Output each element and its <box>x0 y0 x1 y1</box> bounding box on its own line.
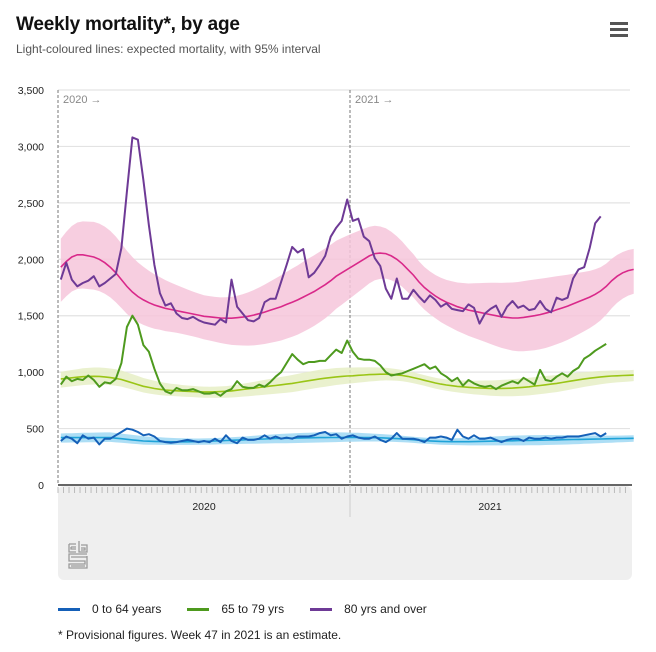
x-tick-label: 2020 <box>192 501 216 513</box>
expected-line <box>60 373 634 393</box>
legend-label: 65 to 79 yrs <box>221 602 285 616</box>
legend-swatch-80-plus <box>310 607 333 611</box>
confidence-band <box>60 221 634 352</box>
year-annotation: 2021 → <box>355 94 394 106</box>
menu-bar <box>610 28 628 31</box>
navigator-panel <box>58 486 632 580</box>
legend-item-80-plus[interactable]: 80 yrs and over <box>310 602 427 616</box>
series-line <box>60 427 607 446</box>
cbs-logo <box>68 541 88 569</box>
legend-swatch-0-64 <box>58 607 80 611</box>
legend-swatch-65-79 <box>187 607 210 611</box>
legend: 0 to 64 years 65 to 79 yrs 80 yrs and ov… <box>58 602 453 616</box>
legend-item-0-64[interactable]: 0 to 64 years <box>58 602 161 616</box>
year-annotation: 2020 → <box>63 94 102 106</box>
y-tick-label: 1,500 <box>18 311 44 323</box>
menu-bar <box>610 34 628 37</box>
legend-label: 0 to 64 years <box>92 602 162 616</box>
chart-subtitle: Light-coloured lines: expected mortality… <box>16 42 321 56</box>
series-line <box>59 314 607 397</box>
menu-bar <box>610 22 628 25</box>
y-tick-label: 3,000 <box>18 141 44 153</box>
y-tick-label: 2,000 <box>18 254 44 266</box>
y-tick-label: 3,500 <box>18 85 44 97</box>
expected-line <box>60 252 634 319</box>
y-tick-label: 2,500 <box>18 198 44 210</box>
confidence-band <box>60 367 634 398</box>
y-tick-label: 0 <box>38 480 44 492</box>
chart-canvas: 0 500 1,000 1,500 2,000 2,500 3,000 3,500 2020 →… <box>18 85 634 580</box>
chart-title: Weekly mortality*, by age <box>16 14 240 35</box>
hamburger-menu-icon[interactable] <box>610 22 628 38</box>
y-tick-label: 1,000 <box>18 367 44 379</box>
legend-item-65-79[interactable]: 65 to 79 yrs <box>187 602 284 616</box>
y-tick-label: 500 <box>26 424 44 436</box>
series-line <box>59 136 602 326</box>
legend-label: 80 yrs and over <box>344 602 427 616</box>
x-tick-label: 2021 <box>478 501 502 513</box>
footnote: * Provisional figures. Week 47 in 2021 i… <box>58 628 342 642</box>
